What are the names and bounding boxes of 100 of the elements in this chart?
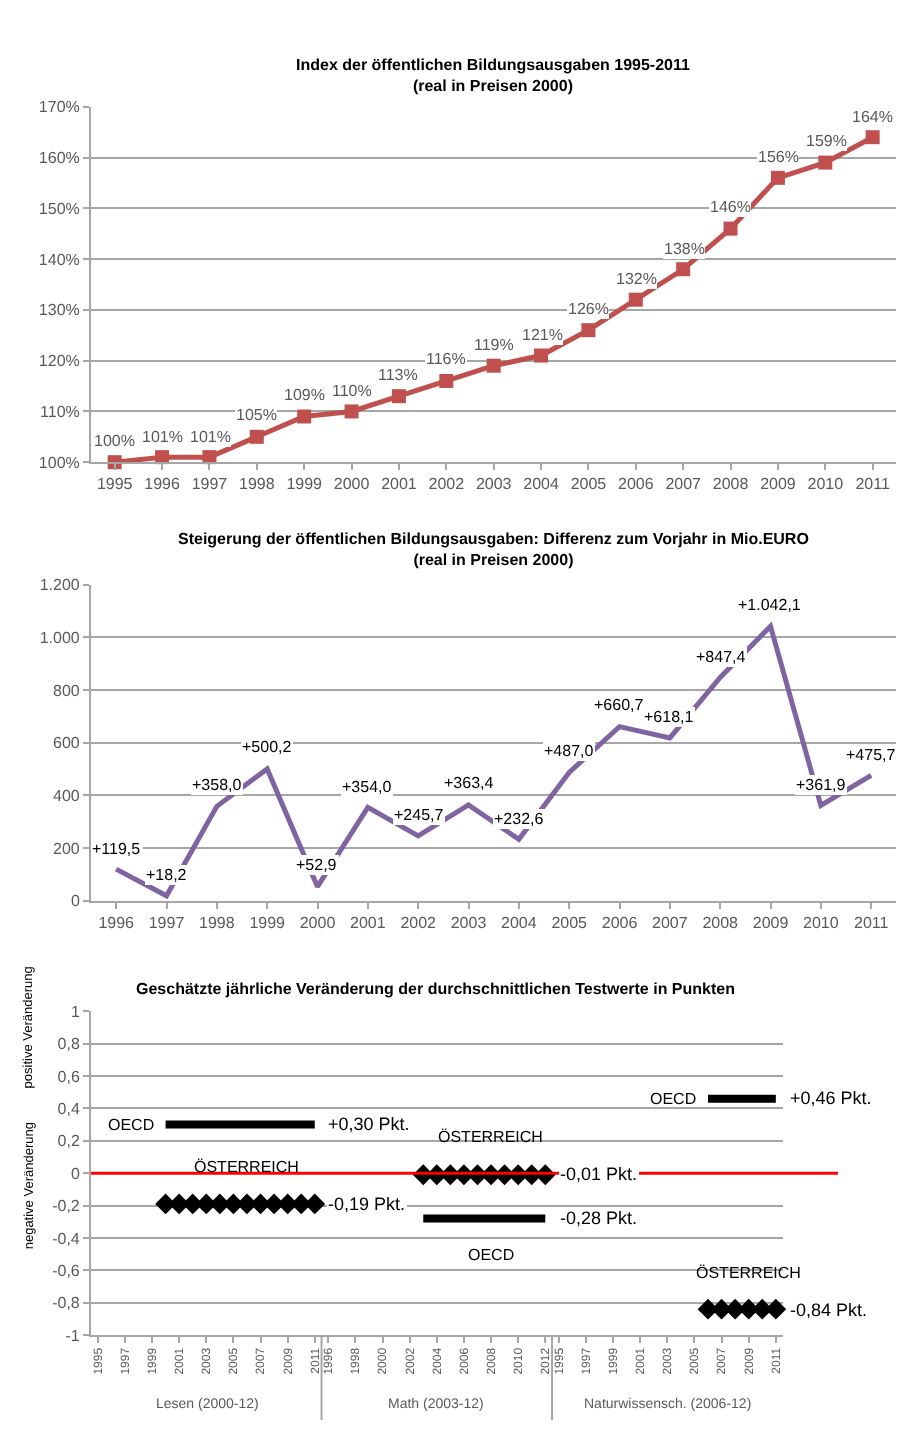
data-label: 119% (474, 336, 514, 354)
data-label: +361,9 (796, 776, 847, 794)
data-label: 109% (284, 386, 325, 404)
x-tick-label: 2011 (855, 475, 891, 494)
point (344, 404, 359, 419)
point (534, 348, 549, 363)
data-label: +245,7 (394, 806, 445, 824)
point (486, 358, 501, 373)
chart-title: Steigerung der öffentlichen Bildungsausgaben: Differenz zum Vorjahr in Mio.EURO (178, 530, 809, 548)
x-tick-label: 2005 (570, 475, 608, 494)
data-label: +487,0 (544, 742, 595, 760)
data-label: 113% (378, 366, 418, 384)
y-tick-label: -0,8 (52, 1294, 81, 1313)
y-tick-label: 150% (38, 199, 80, 218)
data-label: -0,19 Pkt. (328, 1194, 406, 1214)
x-tick-label: 2003 (475, 475, 513, 494)
data-label: +1.042,1 (738, 596, 802, 614)
series-label: ÖSTERREICH (438, 1128, 544, 1146)
y-tick-label: -0,6 (52, 1261, 81, 1280)
x-tick-label: 2010 (807, 475, 845, 494)
x-tick-label: 2004 (523, 475, 560, 494)
x-tick-label: 2002 (428, 475, 466, 494)
y-tick-label: 800 (53, 681, 81, 700)
data-label: +0,30 Pkt. (328, 1114, 410, 1134)
y-tick-label: 160% (38, 149, 80, 168)
x-tick-label: 2001 (381, 475, 418, 494)
data-label: 164% (852, 108, 893, 126)
data-label: +475,7 (846, 746, 897, 764)
series-label: ÖSTERREICH (194, 1158, 300, 1176)
data-label: 101% (142, 428, 183, 446)
y-tick-label: 0,6 (57, 1067, 81, 1086)
series-label: OECD (650, 1090, 697, 1108)
x-tick-label: 2005 (551, 913, 589, 932)
data-label: +119,5 (92, 840, 142, 858)
y-tick-label: 170% (38, 98, 80, 117)
data-label: 132% (616, 270, 657, 288)
y-tick-label: 0,8 (57, 1035, 81, 1054)
x-tick-label: 1995 (96, 475, 134, 494)
data-label: 101% (190, 428, 231, 446)
chart-subtitle: (real in Preisen 2000) (413, 550, 575, 569)
x-tick-label: 1996 (98, 913, 136, 932)
x-tick-label: 2010 (803, 913, 840, 932)
data-label: +18,2 (146, 866, 188, 884)
x-tick-label: 2011 (853, 913, 890, 932)
series-label: OECD (108, 1116, 155, 1134)
y-tick-label: 1.000 (39, 628, 81, 647)
point (818, 155, 833, 170)
data-label: -0,84 Pkt. (790, 1300, 868, 1320)
data-label: +354,0 (342, 778, 393, 796)
data-label: 146% (710, 198, 751, 216)
data-label: +618,1 (644, 708, 695, 726)
x-tick-label: 2006 (618, 475, 655, 494)
y-tick-label: 0,2 (57, 1132, 81, 1151)
y-tick-label: 1.200 (39, 576, 81, 595)
data-label: -0,28 Pkt. (560, 1208, 638, 1228)
y-tick-label: 0 (70, 892, 81, 911)
x-tick-label: 1999 (249, 913, 287, 932)
data-label: +52,9 (296, 856, 338, 874)
x-tick-label: 2000 (299, 913, 337, 932)
data-label: +660,7 (594, 696, 645, 714)
x-tick-label: 2008 (712, 475, 750, 494)
x-tick-label: 2001 (350, 913, 387, 932)
data-label: 110% (332, 382, 372, 400)
point (249, 429, 264, 444)
x-tick-label: 2000 (333, 475, 371, 494)
point (581, 323, 596, 338)
y-tick-label: 200 (53, 839, 81, 858)
point (391, 389, 406, 404)
x-tick-label: 2009 (760, 475, 797, 494)
x-tick-label: 1997 (191, 475, 229, 494)
y-tick-label: 0 (70, 1164, 81, 1183)
data-label: 121% (522, 326, 563, 344)
data-label: 116% (426, 350, 466, 368)
point (770, 170, 785, 185)
y-tick-label: 130% (38, 301, 80, 320)
chart-title: Geschätzte jährliche Veränderung der durchschnittlichen Testwerte in Punkten (136, 980, 736, 998)
data-label: +500,2 (242, 738, 293, 756)
y-tick-label: 120% (38, 352, 80, 371)
data-label: 159% (806, 132, 847, 150)
y-tick-label: 140% (38, 250, 80, 269)
x-tick-label: 2007 (652, 913, 689, 932)
y-tick-label: 1 (70, 1002, 81, 1021)
chart-subtitle: (real in Preisen 2000) (412, 76, 574, 95)
y-tick-label: -0,2 (52, 1197, 81, 1216)
data-label: +847,4 (696, 648, 747, 666)
point (439, 373, 454, 388)
x-tick-label: 1997 (148, 913, 186, 932)
chart-title: Index der öffentlichen Bildungsausgaben 1995-2011 (296, 56, 691, 74)
x-tick-label: 2009 (752, 913, 790, 932)
x-tick-label: 1999 (286, 475, 324, 494)
y-tick-label: -1 (65, 1326, 81, 1345)
x-tick-label: 2002 (400, 913, 438, 932)
data-label: -0,01 Pkt. (560, 1164, 638, 1184)
x-tick-label: 2007 (665, 475, 703, 494)
x-tick-label: 1998 (239, 475, 276, 494)
y-tick-label: 110% (40, 403, 80, 422)
series-label: ÖSTERREICH (696, 1264, 802, 1282)
x-tick-label: 2006 (601, 913, 639, 932)
data-label: 126% (568, 300, 609, 318)
data-label: 100% (94, 432, 135, 450)
